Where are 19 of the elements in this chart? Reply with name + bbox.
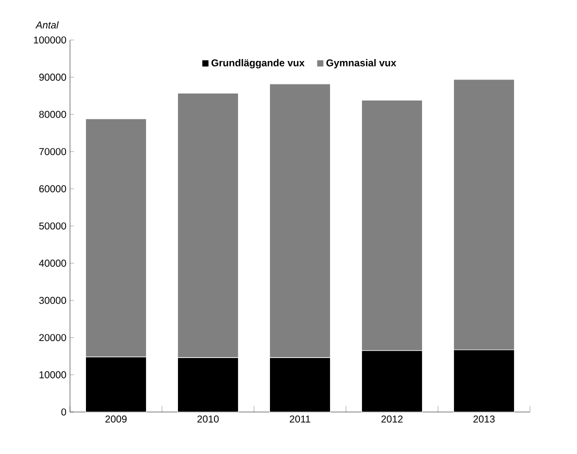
y-axis-title: Antal bbox=[35, 21, 59, 28]
legend-label: Grundläggande vux bbox=[211, 59, 305, 68]
x-tick-label: 2011 bbox=[290, 416, 310, 423]
x-tick-label: 2010 bbox=[197, 416, 219, 423]
y-tick-label: 40000 bbox=[39, 260, 66, 267]
y-tick-label: 60000 bbox=[39, 185, 66, 192]
y-tick-label: 70000 bbox=[39, 148, 66, 156]
y-tick-label: 0 bbox=[61, 408, 66, 416]
legend-label: Gymnasial vux bbox=[326, 59, 396, 68]
y-tick-label: 10000 bbox=[40, 371, 66, 378]
y-tick-label: 80000 bbox=[39, 110, 66, 118]
x-tick-label: 2013 bbox=[473, 416, 495, 423]
y-tick-label: 100000 bbox=[34, 36, 66, 44]
y-tick-label: 20000 bbox=[39, 334, 66, 342]
y-tick-label: 50000 bbox=[39, 222, 66, 230]
y-tick-label: 90000 bbox=[39, 74, 66, 81]
x-tick-label: 2012 bbox=[381, 416, 403, 423]
x-tick-label: 2009 bbox=[105, 416, 127, 423]
y-tick-label: 30000 bbox=[39, 296, 66, 304]
